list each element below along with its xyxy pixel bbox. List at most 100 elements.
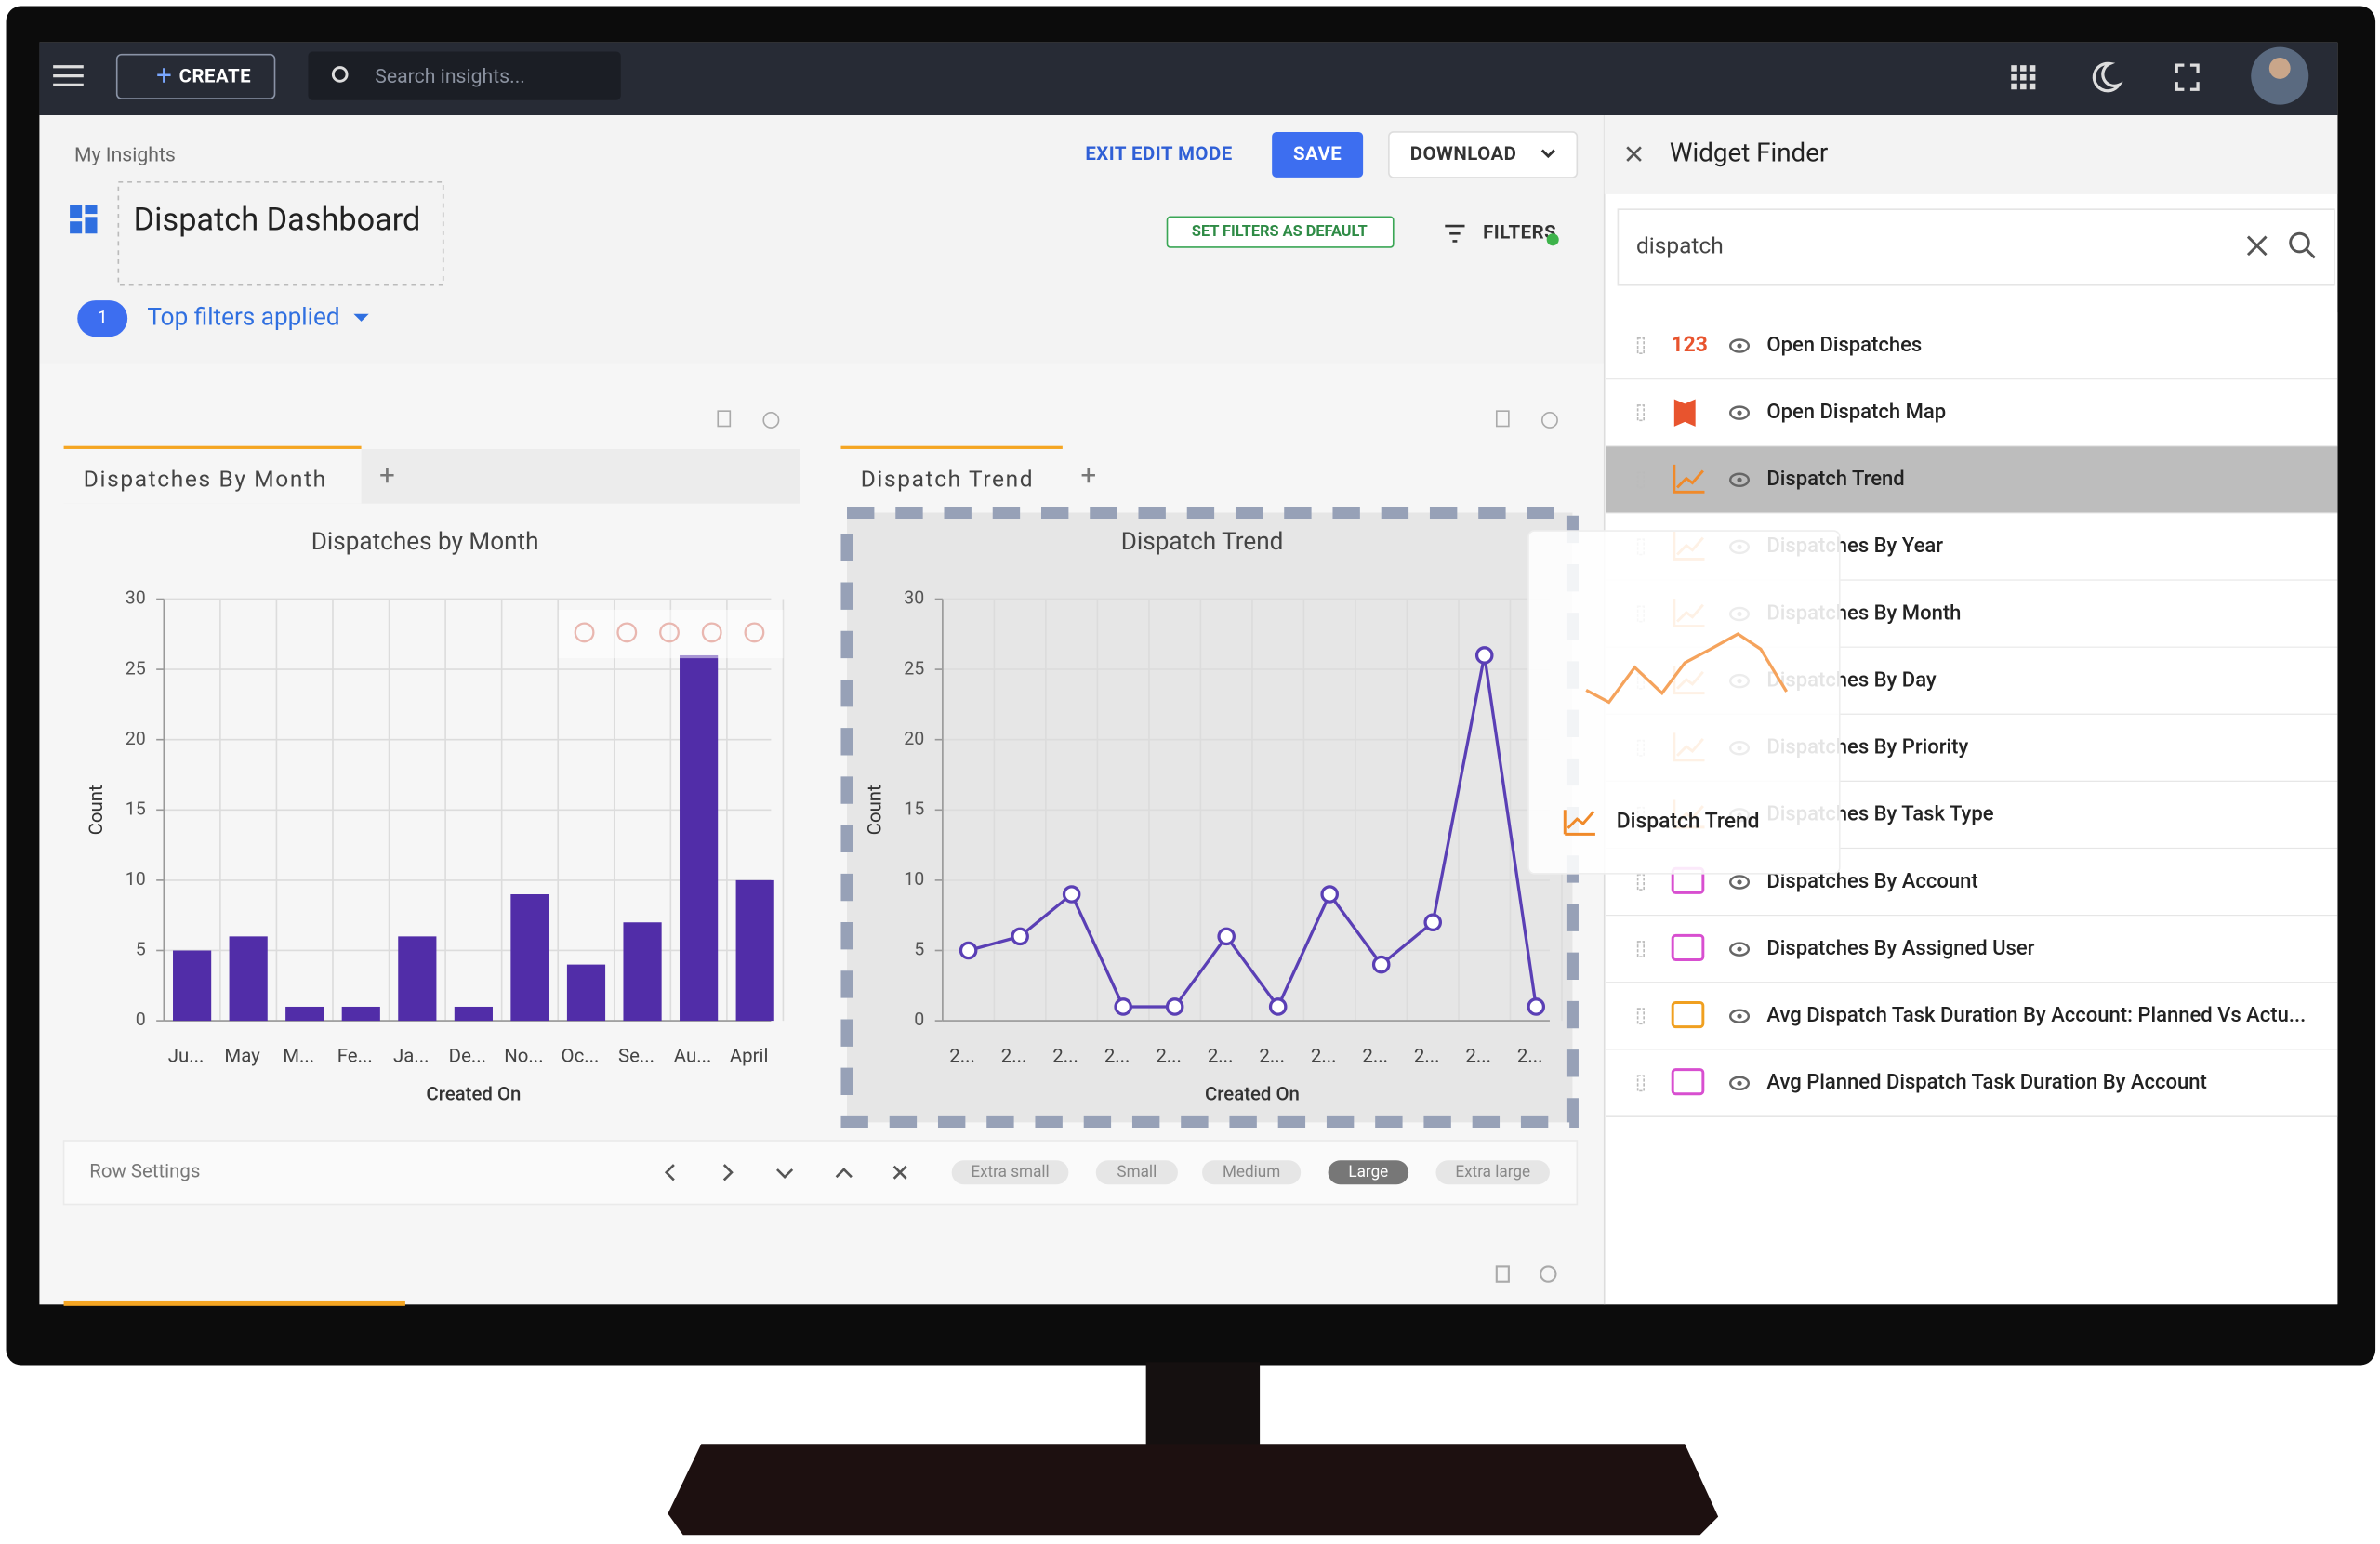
row-widget-icons[interactable] [1495,1265,1557,1283]
search-button[interactable] [2289,231,2310,254]
widget-row[interactable] [1606,446,2338,514]
bar[interactable] [398,936,437,1022]
widget-settings[interactable] [762,411,780,429]
size-chip[interactable] [1328,1160,1409,1185]
set-default-button[interactable] [1166,216,1395,248]
delete-widget[interactable] [1495,410,1510,428]
preview-icon[interactable] [1729,338,1751,353]
toolbar-icon[interactable] [701,622,722,643]
x-tick-label: April [730,1045,769,1067]
breadcrumb[interactable]: My Insights [74,144,176,167]
size-chip[interactable] [951,1160,1069,1185]
widget-settings[interactable] [1540,411,1558,429]
point[interactable] [1165,997,1184,1016]
preview-icon[interactable] [1729,875,1751,890]
widget-finder-title: Widget Finder [1670,138,1828,168]
title-edit-box[interactable] [117,180,444,286]
dark-mode-icon[interactable] [2092,61,2123,93]
bar[interactable] [566,964,606,1022]
menu-icon[interactable] [53,65,84,87]
save-button[interactable] [1272,131,1364,178]
clear-search[interactable] [2246,235,2268,257]
tab-label[interactable]: Dispatch Trend [861,466,1035,493]
dashboard-title[interactable]: Dispatch Dashboard [134,201,421,238]
preview-icon[interactable] [1729,472,1751,487]
bar[interactable] [173,950,212,1022]
size-chip[interactable] [1435,1160,1550,1185]
widget-name[interactable]: Open Dispatch Map [1766,401,1946,424]
point[interactable] [1114,997,1132,1016]
preview-icon[interactable] [1729,1076,1751,1091]
point[interactable] [1423,913,1443,932]
point[interactable] [1474,646,1494,665]
size-chip[interactable] [1095,1160,1178,1185]
drag-handle[interactable] [1636,873,1645,891]
drag-handle[interactable] [1636,471,1645,489]
toolbar-icon[interactable] [659,622,680,643]
point[interactable] [959,941,978,960]
widget-search[interactable] [1617,208,2335,286]
point[interactable] [1217,927,1236,946]
point[interactable] [1268,997,1288,1016]
preview-icon-pupil [1737,343,1742,349]
filters-button[interactable]: FILTERS [1483,221,1556,244]
widget-row[interactable] [1606,916,2338,983]
fullscreen-icon[interactable] [2175,63,2200,91]
bar[interactable] [341,1006,380,1022]
preview-icon-pupil [1737,1080,1742,1086]
bar[interactable] [229,936,268,1022]
x-tick-label: Ja... [393,1045,429,1067]
widget-search-query[interactable]: dispatch [1636,231,1724,258]
delete-widget[interactable] [717,410,732,428]
create-button[interactable] [115,53,276,99]
drag-handle[interactable] [1636,337,1645,354]
bar[interactable] [623,922,662,1022]
drag-handle[interactable] [1636,1008,1645,1025]
bar[interactable] [735,879,774,1022]
apps-icon[interactable] [2011,65,2036,90]
widget-name[interactable]: Dispatches By Assigned User [1766,937,2034,960]
bar[interactable] [680,654,719,1022]
bar[interactable] [454,1006,493,1022]
tab-label[interactable]: Dispatches By Month [84,466,327,493]
widget-name[interactable]: Dispatch Trend [1766,468,1904,491]
point[interactable] [1371,955,1391,974]
widget-icon-text: 123 [1672,332,1708,357]
widget-name[interactable]: Avg Planned Dispatch Task Duration By Ac… [1766,1071,2206,1094]
widget-row[interactable] [1606,983,2338,1050]
widget-row[interactable] [1606,1049,2338,1117]
toolbar-icon[interactable] [744,622,765,643]
point[interactable] [1062,885,1081,904]
bar[interactable] [510,894,549,1022]
search-box[interactable] [308,51,621,100]
add-tab[interactable]: + [1080,461,1096,493]
exit-edit-button[interactable]: EXIT EDIT MODE [1085,142,1232,165]
drag-icon [1563,810,1595,836]
close-finder[interactable] [1626,146,1642,162]
widget-row[interactable] [1606,379,2338,447]
preview-icon[interactable] [1729,942,1751,957]
preview-icon[interactable] [1729,405,1751,420]
avatar-face [2268,58,2291,79]
point[interactable] [1527,997,1546,1016]
drag-handle[interactable] [1636,1075,1645,1092]
add-tab[interactable]: + [379,461,395,493]
drag-handle[interactable] [1636,404,1645,422]
widget-name[interactable]: Avg Dispatch Task Duration By Account: P… [1766,1004,2306,1027]
drag-handle[interactable] [1636,941,1645,958]
search-button-handle [2304,247,2316,259]
widget-row[interactable] [1606,312,2338,379]
row-nav-icons[interactable] [664,1164,907,1181]
toolbar-icon[interactable] [616,622,638,643]
filters-applied[interactable]: Top filters applied [147,304,339,332]
preview-icon[interactable] [1729,1009,1751,1023]
bar[interactable] [285,1006,324,1022]
download-button[interactable] [1388,131,1579,178]
size-chip[interactable] [1202,1160,1302,1185]
toolbar-icon[interactable] [574,622,595,643]
tab-indicator [63,445,362,449]
point[interactable] [1011,927,1029,946]
widget-name[interactable]: Open Dispatches [1766,334,1922,357]
point[interactable] [1320,885,1339,904]
